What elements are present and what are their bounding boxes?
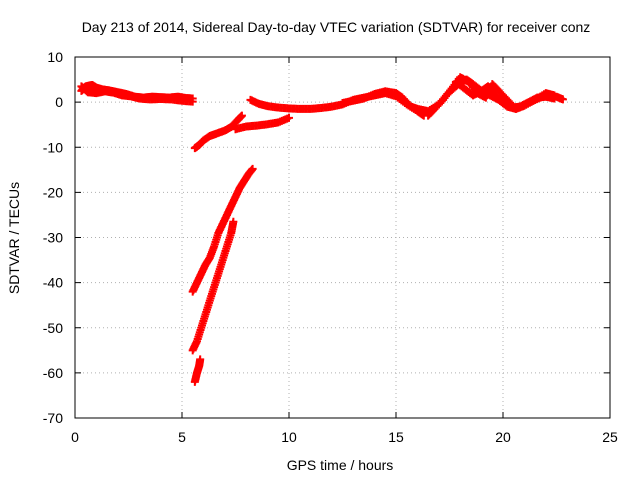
chart-title: Day 213 of 2014, Sidereal Day-to-day VTE… xyxy=(82,19,591,35)
axis-ticks xyxy=(74,56,611,419)
series-arc-9 xyxy=(188,164,257,296)
series-arc-4 xyxy=(231,113,293,134)
x-tick-label: 20 xyxy=(495,429,511,445)
y-tick-label: -20 xyxy=(43,184,63,200)
grid-lines xyxy=(75,57,610,418)
series-arc-2 xyxy=(77,82,197,106)
data-point xyxy=(550,94,559,103)
y-tick-label: -10 xyxy=(43,139,63,155)
x-tick-label: 0 xyxy=(71,429,79,445)
y-tick-label: 0 xyxy=(55,94,63,110)
data-point xyxy=(196,355,205,364)
y-tick-label: -70 xyxy=(43,410,63,426)
y-tick-label: -40 xyxy=(43,275,63,291)
x-axis-title: GPS time / hours xyxy=(287,457,394,473)
data-points xyxy=(77,73,567,386)
x-tick-label: 15 xyxy=(388,429,404,445)
y-tick-label: -30 xyxy=(43,230,63,246)
data-point xyxy=(237,111,246,120)
series-arc-11 xyxy=(190,355,205,386)
x-tick-label: 5 xyxy=(178,429,186,445)
y-tick-label: -60 xyxy=(43,365,63,381)
data-point xyxy=(188,97,197,106)
data-point xyxy=(558,95,567,104)
data-point xyxy=(248,164,257,173)
x-tick-label: 10 xyxy=(281,429,297,445)
y-tick-label: 10 xyxy=(47,49,63,65)
y-tick-label: -50 xyxy=(43,320,63,336)
y-axis-title: SDTVAR / TECUs xyxy=(6,182,22,294)
x-tick-labels: 0 5 10 15 20 25 xyxy=(71,429,618,445)
series-arc-8 xyxy=(451,77,559,112)
x-tick-label: 25 xyxy=(602,429,618,445)
data-point xyxy=(285,113,293,122)
series-arc-10 xyxy=(188,217,238,355)
y-tick-labels: -70 -60 -50 -40 -30 -20 -10 0 10 xyxy=(43,49,63,426)
data-point xyxy=(229,217,238,226)
